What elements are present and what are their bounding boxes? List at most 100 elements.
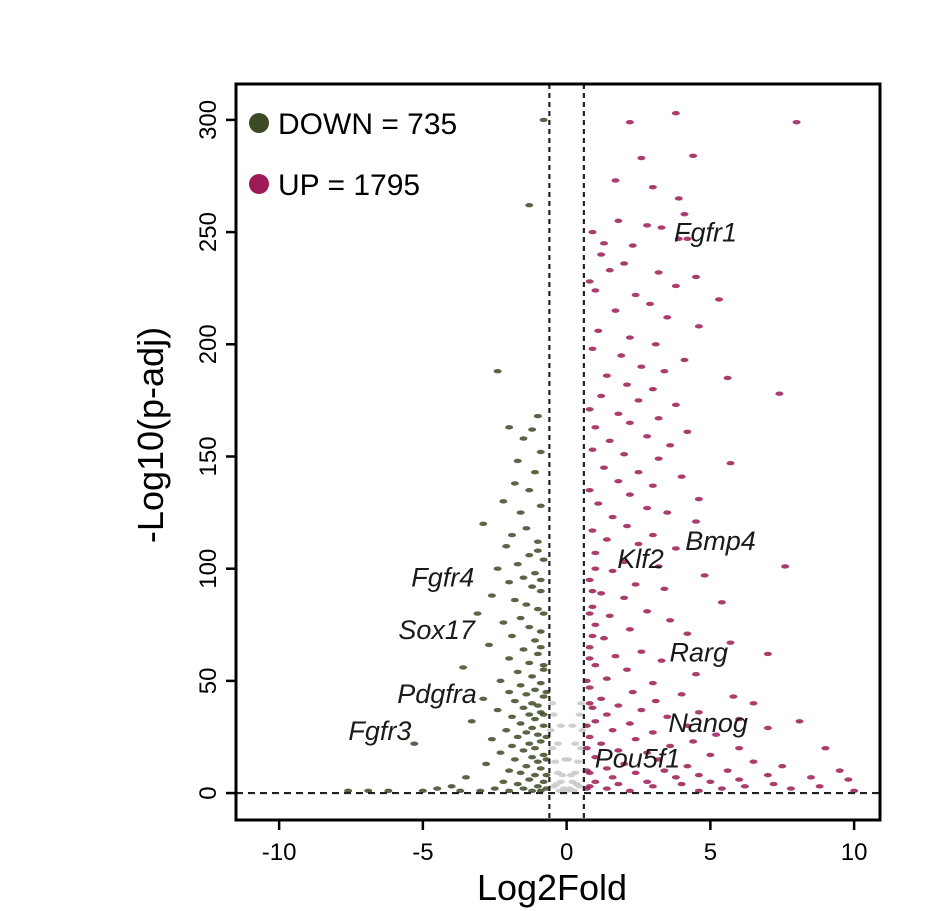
down-point: [505, 656, 514, 661]
up-point: [729, 694, 738, 699]
up-point: [700, 573, 709, 578]
down-point: [508, 633, 516, 639]
up-point: [680, 357, 689, 363]
down-point: [525, 712, 534, 717]
up-point: [815, 784, 824, 789]
down-point: [536, 588, 545, 594]
down-point: [513, 781, 522, 787]
down-point: [542, 772, 551, 778]
up-point: [666, 618, 675, 623]
down-point: [519, 748, 528, 753]
y-tick-label: 50: [195, 668, 222, 695]
down-point: [433, 786, 442, 791]
ns-point: [566, 772, 575, 778]
up-point: [637, 649, 646, 654]
gene-label: Pdgfra: [397, 679, 477, 709]
down-point: [473, 611, 482, 616]
up-point: [620, 559, 629, 565]
ns-point: [568, 723, 577, 728]
down-point: [531, 469, 539, 475]
up-point: [625, 721, 634, 726]
legend-label-down: DOWN = 735: [278, 108, 457, 141]
down-point: [493, 369, 502, 374]
up-point: [763, 772, 772, 778]
up-point: [648, 680, 657, 686]
down-point: [533, 548, 542, 553]
down-point: [516, 510, 525, 515]
y-tick-label: 200: [195, 324, 222, 364]
up-point: [594, 501, 603, 506]
up-point: [666, 743, 675, 749]
up-point: [735, 716, 744, 722]
up-point: [614, 218, 623, 224]
down-point: [536, 577, 545, 583]
down-point: [496, 678, 505, 684]
ns-point: [578, 728, 587, 733]
up-point: [634, 469, 643, 475]
up-point: [763, 725, 772, 731]
x-tick-label: -5: [412, 839, 433, 866]
up-point: [637, 155, 646, 161]
up-point: [600, 636, 608, 641]
up-point: [807, 775, 815, 780]
down-point: [536, 629, 545, 634]
up-point: [643, 609, 652, 614]
down-point: [519, 575, 528, 580]
legend: DOWN = 735 UP = 1795: [249, 108, 457, 202]
up-point: [620, 261, 629, 266]
up-point: [625, 788, 634, 794]
down-point: [539, 712, 548, 717]
down-point: [522, 692, 531, 697]
up-point: [643, 750, 652, 755]
up-point: [620, 761, 629, 767]
down-point: [516, 770, 525, 776]
up-point: [735, 745, 744, 751]
up-point: [694, 496, 703, 502]
down-point: [467, 719, 476, 724]
legend-label-up: UP = 1795: [278, 169, 420, 202]
up-point: [614, 411, 623, 417]
up-point: [735, 777, 744, 782]
down-point: [528, 427, 537, 432]
up-point: [591, 779, 600, 785]
up-point: [769, 781, 778, 787]
up-point: [591, 754, 600, 760]
gene-label: Fgfr4: [411, 563, 474, 593]
up-point: [602, 537, 611, 542]
down-point: [508, 532, 516, 538]
down-point: [499, 779, 508, 785]
ns-point: [577, 745, 585, 751]
y-tick-label: 100: [195, 549, 222, 589]
down-point: [528, 701, 537, 706]
up-point: [614, 781, 623, 787]
down-point: [533, 703, 542, 708]
down-point: [513, 734, 522, 740]
ns-point: [571, 741, 580, 746]
down-point: [536, 645, 545, 650]
up-point: [585, 656, 594, 661]
down-point: [462, 775, 470, 780]
up-point: [643, 223, 652, 228]
up-point: [749, 759, 758, 764]
up-point: [680, 211, 689, 217]
up-point: [585, 611, 594, 616]
up-point: [683, 723, 692, 728]
y-tick-label: 0: [195, 786, 222, 799]
downregulated-points: [344, 117, 551, 794]
up-point: [608, 728, 617, 733]
up-point: [602, 712, 611, 717]
up-point: [602, 676, 611, 681]
up-point: [602, 766, 611, 771]
up-point: [654, 416, 663, 421]
ns-point: [575, 784, 584, 789]
up-point: [588, 528, 597, 533]
up-point: [689, 739, 698, 744]
up-point: [648, 730, 657, 735]
down-point: [513, 669, 522, 675]
down-point: [505, 689, 514, 695]
up-point: [648, 386, 657, 392]
up-point: [792, 119, 801, 125]
up-point: [597, 591, 606, 596]
up-point: [597, 252, 606, 257]
